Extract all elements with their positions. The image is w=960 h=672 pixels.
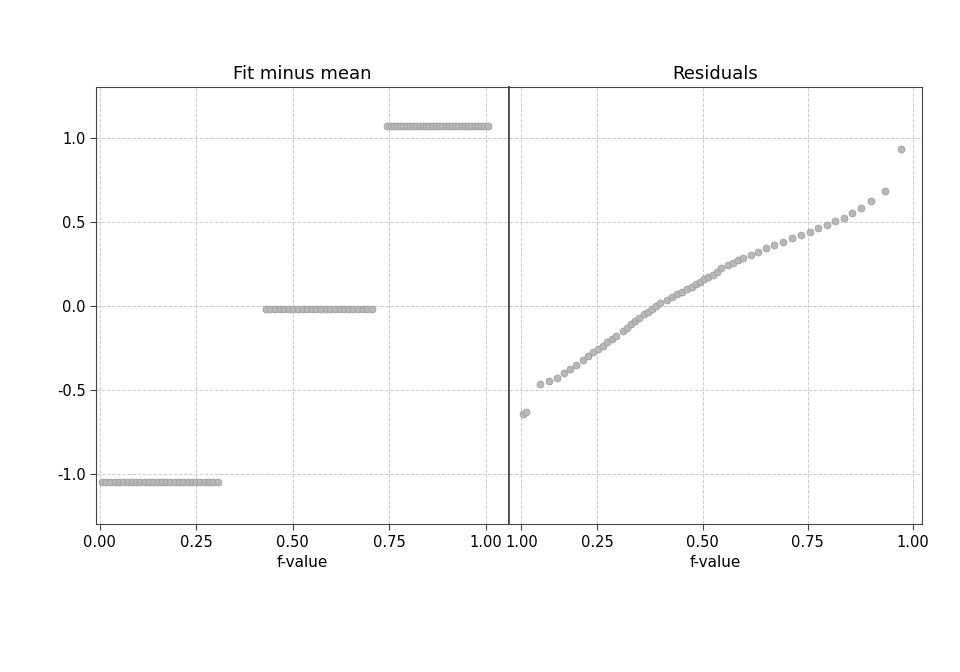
X-axis label: f-value: f-value <box>689 555 741 570</box>
Title: Residuals: Residuals <box>672 65 758 83</box>
Title: Fit minus mean: Fit minus mean <box>233 65 372 83</box>
X-axis label: f-value: f-value <box>276 555 328 570</box>
